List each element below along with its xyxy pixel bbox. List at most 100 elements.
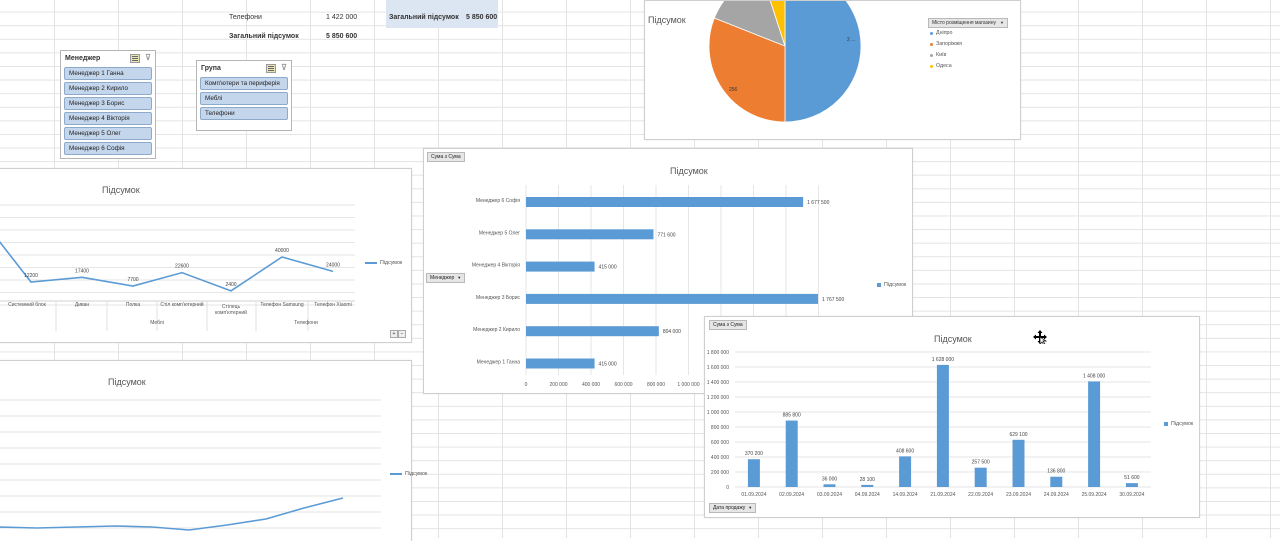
bar-chart-v-data-label: 136 800 (1047, 469, 1065, 475)
slicer-manager[interactable]: Менеджер ⊽ Менеджер 1 Ганна Менеджер 2 К… (60, 50, 156, 159)
bar-chart-h-category-label: Менеджер 3 Борис (476, 295, 520, 301)
line-chart-1-data-label: 17400 (75, 268, 89, 274)
pivot-total-highlight (386, 0, 498, 28)
value-field-button[interactable]: Сума з Сума (427, 152, 465, 162)
line-chart-1-data-label: 12200 (24, 273, 38, 279)
bar-chart-v-bar (1012, 439, 1025, 487)
bar-chart-v-bar (747, 459, 760, 487)
pie-slice (713, 1, 786, 47)
bar-chart-v-bar (899, 456, 912, 487)
bar-chart-v-y-tick: 1 200 000 (707, 395, 729, 401)
slicer-manager-title: Менеджер (65, 54, 101, 62)
pie-legend-item: Запоріжжя (930, 41, 962, 47)
slicer-item-manager-2[interactable]: Менеджер 2 Кирило (64, 82, 152, 95)
pivot-row-value[interactable]: 1 422 000 (326, 14, 358, 21)
bar-chart-v-y-tick: 400 000 (711, 455, 729, 461)
bar-chart-h-data-label: 1 767 500 (822, 297, 844, 303)
clear-filter-icon[interactable]: ⊽ (145, 53, 151, 62)
bar-chart-v-legend: Підсумок (1164, 421, 1193, 427)
move-cursor-icon (1033, 330, 1047, 344)
line-chart-1-data-label: 24000 (326, 262, 340, 268)
line-chart-2-panel[interactable]: Підсумок Підсумок (0, 360, 427, 541)
slicer-group[interactable]: Група ⊽ Комп'ютери та периферія Меблі Те… (196, 60, 292, 131)
line-chart-1-x-tick: Диван (75, 302, 90, 308)
line-chart-1-x-tick: Полка (126, 302, 140, 308)
chevron-down-icon: ▼ (457, 275, 462, 280)
slicer-item-manager-3[interactable]: Менеджер 3 Борис (64, 97, 152, 110)
bar-chart-v-svg: 0 200 000 400 000 600 000 800 000 1 000 000 1 … (707, 350, 1151, 498)
pie-data-label: 2 ... (847, 37, 855, 43)
bar-chart-v-x-tick: 30.09.2024 (1119, 492, 1144, 498)
line-chart-1-panel[interactable]: Підсумок 12200 17400 7700 22600 2400 40000 240… (0, 168, 412, 343)
slicer-group-title: Група (201, 64, 221, 72)
bar-chart-h-x-tick: 1 000 000 (677, 382, 699, 388)
bar-chart-h-svg: Менеджер 6 Софія 1 677 500 Менеджер 5 Олег… (472, 185, 844, 388)
axis-field-button[interactable]: Менеджер ▼ (426, 273, 466, 283)
multi-select-icon[interactable] (266, 63, 277, 73)
value-field-button[interactable]: Сума з Сума (709, 320, 747, 330)
bar-chart-v-bar (1050, 476, 1063, 487)
pivot-grand-total-label[interactable]: Загальний підсумок (229, 33, 299, 40)
line-chart-1-title: Підсумок (102, 185, 140, 195)
slicer-item-phones[interactable]: Телефони (200, 107, 288, 120)
pie-data-label: 256 (729, 87, 738, 93)
pivot-row-label[interactable]: Телефони (229, 14, 262, 21)
bar-chart-h-category-label: Менеджер 1 Ганна (477, 360, 521, 366)
bar-chart-v-y-tick: 1 000 000 (707, 410, 729, 416)
bar-chart-h-category-label: Менеджер 5 Олег (479, 230, 520, 236)
bar-chart-v-x-tick: 04.09.2024 (855, 492, 880, 498)
pie-slice (784, 1, 862, 123)
bar-chart-v-y-tick: 200 000 (711, 470, 729, 476)
line-chart-1-data-label: 40000 (275, 248, 289, 254)
bar-chart-h-bar (526, 261, 595, 272)
line-chart-1-data-label: 2400 (225, 282, 236, 288)
bar-chart-v-y-tick: 0 (726, 485, 729, 491)
line-chart-1-group-label: Телефони (294, 320, 318, 326)
axis-field-button-label: Дата продажу (713, 505, 746, 511)
bar-chart-v-data-label: 370 200 (745, 451, 763, 457)
bar-chart-v-data-label: 257 500 (972, 460, 990, 466)
bar-chart-h-bar (526, 293, 818, 304)
slicer-item-manager-5[interactable]: Менеджер 5 Олег (64, 127, 152, 140)
slicer-item-manager-4[interactable]: Менеджер 4 Вікторія (64, 112, 152, 125)
bar-chart-v-y-tick: 1 600 000 (707, 365, 729, 371)
bar-chart-v-data-label: 408 600 (896, 448, 914, 454)
bar-chart-h-x-tick: 0 (525, 382, 528, 388)
pie-legend-item: Київ (930, 52, 946, 58)
bar-chart-v-data-label: 1 408 000 (1083, 373, 1105, 379)
slicer-item-manager-1[interactable]: Менеджер 1 Ганна (64, 67, 152, 80)
line-chart-1-series-line (0, 240, 334, 292)
pie-chart-panel[interactable]: Підсумок 2 ... 256 Місто розміщення магаз… (644, 0, 1021, 140)
pie-city-dropdown[interactable]: Місто розміщення магазину ▼ (928, 18, 1008, 28)
bar-chart-v-panel[interactable]: Сума з Сума Підсумок 0 200 000 400 000 600 … (704, 316, 1200, 518)
bar-chart-v-x-tick: 02.09.2024 (779, 492, 804, 498)
collapse-icon[interactable]: − (398, 330, 406, 338)
bar-chart-v-x-tick: 23.09.2024 (1006, 492, 1031, 498)
bar-chart-v-x-tick: 25.09.2024 (1082, 492, 1107, 498)
clear-filter-icon[interactable]: ⊽ (281, 63, 287, 72)
bar-chart-h-x-tick: 400 000 (582, 382, 600, 388)
chevron-down-icon: ▼ (748, 505, 753, 510)
bar-chart-v-y-tick: 600 000 (711, 440, 729, 446)
bar-chart-v-y-tick: 1 400 000 (707, 380, 729, 386)
axis-field-button[interactable]: Дата продажу ▼ (709, 503, 757, 513)
line-chart-1-legend: Підсумок (365, 260, 402, 266)
pivot-right-total-value[interactable]: 5 850 600 (466, 14, 498, 21)
expand-icon[interactable]: + (390, 330, 398, 338)
pivot-grand-total-value[interactable]: 5 850 600 (326, 33, 358, 40)
line-chart-1-x-tick: Системний блок (8, 301, 46, 308)
bar-chart-v-x-tick: 24.09.2024 (1044, 492, 1069, 498)
bar-chart-h-bar (526, 326, 659, 337)
pie-chart-svg: 2 ... 256 (708, 1, 862, 123)
bar-chart-v-x-tick: 01.09.2024 (741, 492, 766, 498)
slicer-item-furniture[interactable]: Меблі (200, 92, 288, 105)
bar-chart-h-data-label: 1 677 500 (807, 200, 829, 206)
bar-chart-h-category-label: Менеджер 4 Вікторія (472, 263, 520, 269)
pivot-right-total-label[interactable]: Загальний підсумок (389, 14, 459, 21)
bar-chart-h-category-label: Менеджер 6 Софія (476, 198, 520, 204)
slicer-item-manager-6[interactable]: Менеджер 6 Софія (64, 142, 152, 155)
line-chart-1-x-tick: Стілець (222, 304, 241, 310)
slicer-item-computers[interactable]: Комп'ютери та периферія (200, 77, 288, 90)
multi-select-icon[interactable] (130, 53, 141, 63)
pie-city-dropdown-label: Місто розміщення магазину (932, 20, 996, 26)
